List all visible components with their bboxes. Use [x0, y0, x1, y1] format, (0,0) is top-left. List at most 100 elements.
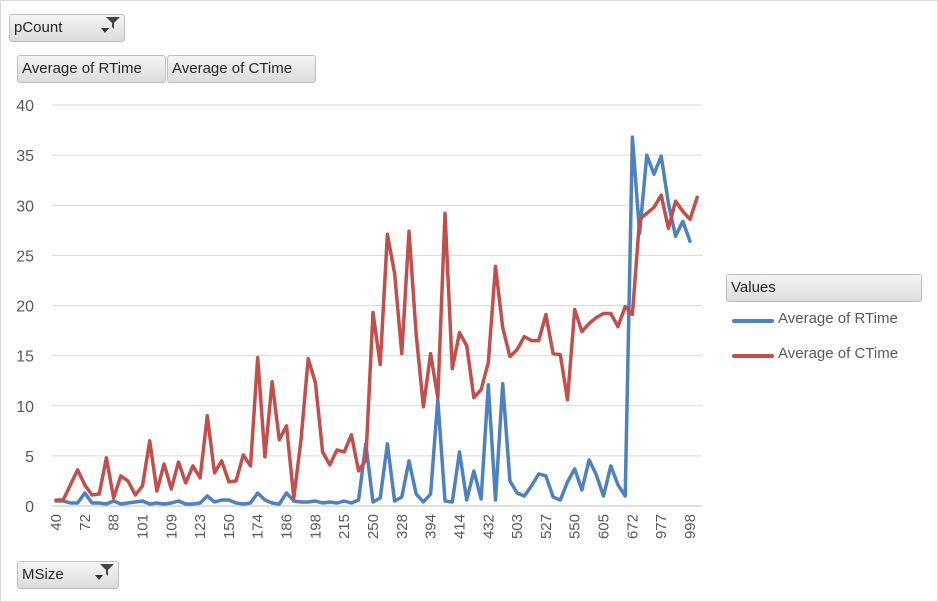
- data-point: [170, 487, 173, 491]
- data-point: [631, 313, 634, 316]
- data-point: [198, 501, 202, 505]
- data-point: [148, 502, 151, 506]
- data-point: [90, 493, 94, 497]
- data-point: [227, 498, 231, 502]
- data-point: [191, 464, 195, 468]
- values-field-label: Average of RTime: [22, 60, 142, 77]
- data-point: [213, 471, 216, 475]
- data-point: [90, 501, 94, 505]
- x-tick-label: 527: [538, 514, 555, 539]
- funnel-dropdown-icon[interactable]: [92, 562, 114, 588]
- data-point: [660, 194, 663, 197]
- data-point: [105, 456, 108, 460]
- data-point: [184, 481, 187, 485]
- data-point: [501, 326, 504, 329]
- data-point: [580, 330, 584, 333]
- data-point: [443, 212, 447, 215]
- x-tick-label: 550: [567, 514, 584, 539]
- legend-header-button[interactable]: Values: [726, 274, 922, 302]
- funnel-dropdown-icon[interactable]: [98, 15, 120, 41]
- x-tick-label: 394: [423, 514, 440, 539]
- x-tick-label: 414: [451, 514, 468, 539]
- x-tick-label: 174: [250, 514, 267, 539]
- data-point: [660, 154, 663, 158]
- y-tick-label: 30: [16, 198, 34, 215]
- data-point: [69, 501, 72, 505]
- data-point: [98, 492, 101, 496]
- data-point: [494, 498, 497, 502]
- legend-label: Average of CTime: [778, 345, 899, 362]
- data-point: [278, 502, 281, 506]
- data-point: [256, 491, 259, 495]
- data-point: [206, 494, 209, 498]
- y-tick-label: 40: [16, 98, 34, 115]
- data-point: [443, 499, 447, 503]
- data-point: [343, 450, 346, 454]
- page-field-label: pCount: [14, 19, 63, 36]
- x-tick-label: 432: [480, 514, 497, 539]
- data-point: [126, 501, 130, 505]
- data-point: [155, 501, 159, 505]
- data-point: [191, 502, 195, 506]
- data-point: [595, 473, 598, 477]
- data-point: [220, 498, 223, 502]
- data-point: [177, 499, 180, 503]
- legend-label: Average of RTime: [778, 310, 898, 327]
- values-field-button-rtime[interactable]: Average of RTime: [17, 55, 166, 83]
- data-point: [609, 312, 612, 315]
- data-point: [602, 494, 605, 498]
- values-field-label: Average of CTime: [172, 60, 293, 77]
- x-tick-label: 40: [48, 514, 65, 531]
- data-point: [501, 382, 504, 385]
- x-tick-label: 198: [307, 514, 324, 539]
- x-tick-label: 123: [192, 514, 209, 539]
- data-point: [645, 212, 648, 215]
- data-point: [321, 450, 324, 454]
- x-tick-label: 250: [365, 514, 382, 539]
- y-tick-label: 35: [16, 148, 34, 165]
- data-point: [350, 501, 353, 505]
- data-point: [566, 398, 569, 401]
- data-point: [105, 502, 108, 506]
- x-tick-label: 101: [134, 514, 151, 539]
- data-point: [674, 200, 677, 203]
- data-point: [76, 501, 79, 505]
- data-point: [112, 496, 115, 500]
- y-tick-label: 15: [16, 349, 34, 366]
- data-point: [119, 502, 123, 506]
- data-point: [198, 476, 202, 480]
- data-point: [126, 479, 130, 483]
- y-tick-label: 25: [16, 248, 34, 265]
- axis-field-button[interactable]: MSize: [17, 561, 119, 589]
- data-point: [134, 493, 137, 497]
- data-point: [638, 218, 641, 221]
- page-field-button[interactable]: pCount: [9, 14, 125, 42]
- data-point: [624, 494, 627, 498]
- data-point: [76, 468, 79, 472]
- data-point: [515, 491, 519, 495]
- data-point: [148, 439, 151, 442]
- data-point: [357, 469, 360, 473]
- data-point: [285, 424, 288, 427]
- data-point: [386, 233, 389, 236]
- data-point: [487, 361, 490, 364]
- x-tick-label: 150: [221, 514, 238, 539]
- data-point: [487, 383, 490, 386]
- data-point: [242, 502, 245, 506]
- data-point: [379, 363, 382, 366]
- data-point: [458, 331, 461, 334]
- data-point: [213, 500, 216, 504]
- data-point: [523, 494, 526, 498]
- data-point: [688, 218, 692, 221]
- data-point: [62, 498, 65, 502]
- data-point: [537, 339, 540, 342]
- data-point: [141, 499, 144, 503]
- values-field-button-ctime[interactable]: Average of CTime: [167, 55, 316, 83]
- data-point: [379, 496, 382, 500]
- data-point: [307, 357, 310, 360]
- data-point: [544, 474, 548, 478]
- y-tick-label: 0: [25, 499, 34, 516]
- data-point: [652, 173, 656, 176]
- data-point: [551, 495, 555, 499]
